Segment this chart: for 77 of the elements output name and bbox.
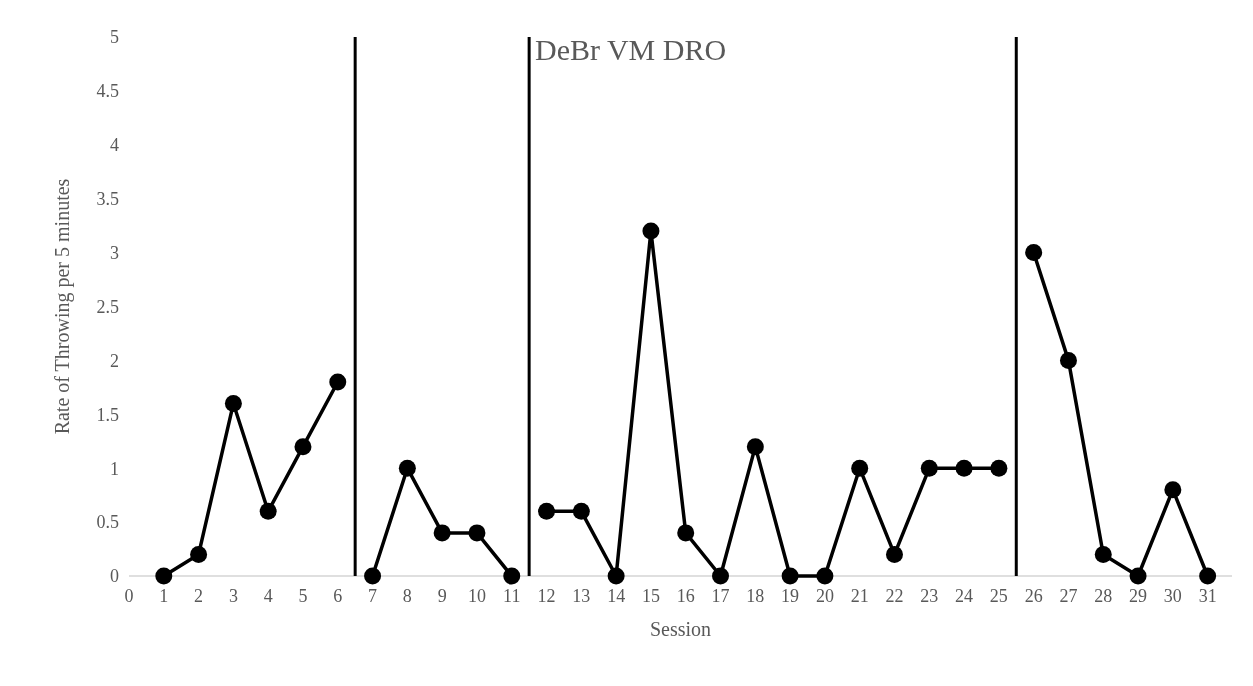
point bbox=[712, 567, 730, 585]
point bbox=[538, 502, 556, 520]
x-tick-label: 4 bbox=[263, 586, 273, 606]
y-tick-label: 4 bbox=[110, 135, 119, 156]
x-tick-label: 6 bbox=[333, 586, 343, 606]
annotation: DeBr VM DRO bbox=[535, 33, 727, 66]
x-tick-label: 2 bbox=[194, 586, 204, 606]
point bbox=[1164, 481, 1182, 499]
x-tick-label: 20 bbox=[815, 586, 834, 606]
x-tick-label: 3 bbox=[228, 586, 238, 606]
x-tick-label: 7 bbox=[368, 586, 378, 606]
x-tick-label: 26 bbox=[1024, 586, 1043, 606]
point bbox=[677, 524, 695, 542]
point bbox=[468, 524, 486, 542]
point bbox=[503, 567, 521, 585]
point bbox=[885, 545, 903, 563]
x-tick-label: 25 bbox=[989, 586, 1008, 606]
point bbox=[398, 459, 416, 477]
point bbox=[642, 222, 660, 240]
x-tick-label: 19 bbox=[781, 586, 800, 606]
point bbox=[155, 567, 173, 585]
x-tick-label: 16 bbox=[676, 586, 695, 606]
y-tick-label: 4.5 bbox=[96, 81, 119, 102]
x-tick-label: 8 bbox=[402, 586, 412, 606]
x-tick-label: 14 bbox=[607, 586, 626, 606]
x-tick-label: 21 bbox=[850, 586, 869, 606]
x-tick-label: 0 bbox=[124, 586, 134, 606]
x-axis-title: Session bbox=[649, 618, 712, 640]
y-tick-label: 2 bbox=[110, 350, 119, 371]
x-tick-label: 13 bbox=[572, 586, 591, 606]
x-tick-label: 10 bbox=[467, 586, 486, 606]
x-tick-label: 17 bbox=[711, 586, 730, 606]
x-tick-label: 11 bbox=[503, 586, 521, 606]
y-axis-title: Rate of Throwing per 5 minutes bbox=[51, 178, 74, 435]
x-tick-label: 23 bbox=[920, 586, 939, 606]
x-tick-label: 18 bbox=[746, 586, 765, 606]
point bbox=[1094, 545, 1112, 563]
x-tick-label: 31 bbox=[1198, 586, 1217, 606]
point bbox=[607, 567, 625, 585]
y-tick-label: 5 bbox=[110, 27, 119, 48]
x-tick-label: 1 bbox=[159, 586, 169, 606]
point bbox=[190, 545, 208, 563]
y-tick-label: 3.5 bbox=[96, 189, 119, 209]
x-tick-label: 22 bbox=[885, 586, 904, 606]
y-tick-label: 1.5 bbox=[96, 404, 119, 425]
y-tick-label: 1 bbox=[110, 458, 119, 479]
x-tick-label: 9 bbox=[437, 586, 447, 606]
point bbox=[259, 502, 277, 520]
point bbox=[329, 373, 347, 391]
point bbox=[990, 459, 1008, 477]
x-tick-label: 29 bbox=[1129, 586, 1148, 606]
point bbox=[224, 395, 242, 413]
y-tick-label: 0 bbox=[110, 566, 119, 587]
point bbox=[816, 567, 834, 585]
point bbox=[955, 459, 973, 477]
point bbox=[746, 438, 764, 456]
y-tick-label: 0.5 bbox=[96, 512, 119, 533]
point bbox=[781, 567, 799, 585]
point bbox=[1129, 567, 1147, 585]
point bbox=[433, 524, 451, 542]
x-tick-label: 27 bbox=[1059, 586, 1078, 606]
point bbox=[1059, 351, 1077, 369]
y-tick-label: 2.5 bbox=[96, 296, 119, 317]
point bbox=[294, 438, 312, 456]
point bbox=[1025, 244, 1043, 262]
x-tick-label: 30 bbox=[1163, 586, 1182, 606]
x-tick-label: 15 bbox=[641, 586, 660, 606]
y-tick-label: 3 bbox=[110, 242, 119, 263]
point bbox=[364, 567, 382, 585]
point bbox=[1199, 567, 1217, 585]
x-tick-label: 5 bbox=[298, 586, 308, 606]
point bbox=[851, 459, 869, 477]
point bbox=[920, 459, 938, 477]
x-tick-label: 24 bbox=[955, 586, 974, 606]
point bbox=[572, 502, 590, 520]
x-tick-label: 28 bbox=[1094, 586, 1113, 606]
x-tick-label: 12 bbox=[537, 586, 556, 606]
